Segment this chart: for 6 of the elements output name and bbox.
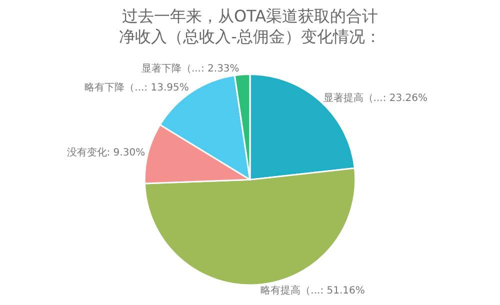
slice-label: 略有下降（...: 13.95%	[84, 82, 189, 94]
slice-label: 显著下降（...: 2.33%	[141, 62, 240, 75]
slice-label: 略有提高（...: 51.16%	[260, 284, 365, 297]
slice-label: 没有变化: 9.30%	[66, 146, 146, 159]
chart-title: 过去一年来，从OTA渠道获取的合计净收入（总收入-总佣金）变化情况：	[119, 6, 381, 46]
slice-label: 显著提高（...: 23.26%	[323, 92, 428, 104]
